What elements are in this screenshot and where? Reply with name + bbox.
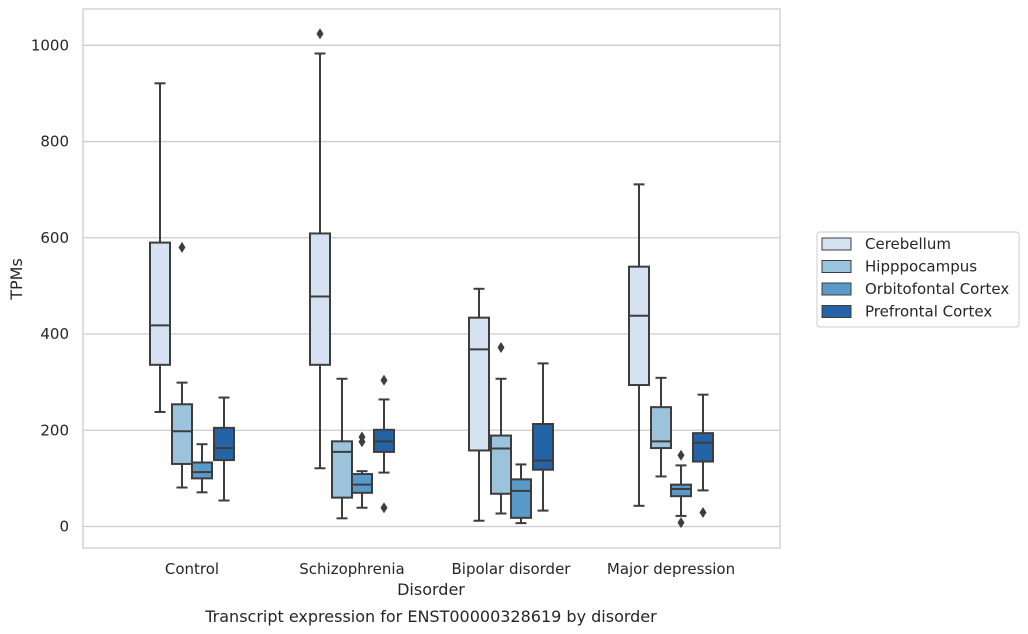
series-2 xyxy=(191,431,692,529)
x-tick-label: Major depression xyxy=(607,560,735,578)
series-0 xyxy=(149,28,650,522)
plot-frame xyxy=(82,8,781,549)
box-1-3 xyxy=(650,376,672,478)
box-1-1 xyxy=(331,377,353,520)
box-2-0 xyxy=(191,443,213,494)
box-3-2 xyxy=(532,362,554,512)
iqr-box xyxy=(468,316,490,452)
iqr-box xyxy=(213,426,235,462)
y-tick-label: 600 xyxy=(40,229,69,247)
x-tick-label: Control xyxy=(165,560,219,578)
box-3-3 xyxy=(692,393,714,519)
legend-frame xyxy=(816,231,1020,328)
legend-swatch xyxy=(821,237,852,251)
outlier-point xyxy=(178,241,186,253)
legend: Cerebellum Hipppocampus Orbitofontal Corte… xyxy=(816,231,1020,328)
series-1 xyxy=(171,241,672,520)
outlier-point xyxy=(677,449,685,461)
legend-label: Hipppocampus xyxy=(865,258,977,276)
chart-caption: Transcript expression for ENST0000032861… xyxy=(204,607,657,626)
iqr-box xyxy=(309,232,331,366)
box-3-1 xyxy=(373,374,395,514)
x-tick-labels: Control Schizophrenia Bipolar disorder Majo… xyxy=(165,560,735,578)
iqr-box xyxy=(191,461,213,480)
outlier-point xyxy=(497,341,505,353)
y-tick-label: 400 xyxy=(40,325,69,343)
legend-label: Orbitofontal Cortex xyxy=(865,280,1009,298)
grid-lines xyxy=(83,44,780,528)
box-0-2 xyxy=(468,287,490,522)
outlier-point xyxy=(316,28,324,40)
iqr-box xyxy=(331,440,353,499)
box-0-1 xyxy=(309,28,331,470)
outlier-point xyxy=(380,502,388,514)
legend-swatch xyxy=(821,282,852,296)
y-tick-label: 200 xyxy=(40,421,69,439)
outlier-point xyxy=(699,507,707,519)
iqr-box xyxy=(532,423,554,471)
legend-swatch xyxy=(821,260,852,273)
x-tick-label: Bipolar disorder xyxy=(452,560,572,578)
x-tick-label: Schizophrenia xyxy=(299,560,404,578)
y-tick-label: 1000 xyxy=(31,36,69,54)
series-3 xyxy=(213,362,714,519)
iqr-box xyxy=(510,478,532,519)
y-tick-label: 0 xyxy=(59,518,69,536)
iqr-box xyxy=(650,406,672,450)
legend-label: Cerebellum xyxy=(865,235,951,253)
outlier-point xyxy=(677,517,685,529)
legend-label: Prefrontal Cortex xyxy=(865,303,992,321)
y-tick-label: 800 xyxy=(40,133,69,151)
box-1-0 xyxy=(171,241,193,489)
iqr-box xyxy=(628,265,650,387)
box-3-0 xyxy=(213,396,235,502)
box-2-2 xyxy=(510,463,532,525)
box-series xyxy=(149,28,714,529)
legend-swatch xyxy=(821,305,852,318)
iqr-box xyxy=(490,434,512,495)
iqr-box xyxy=(149,241,171,366)
box-1-2 xyxy=(490,341,512,515)
x-axis-label: Disorder xyxy=(397,580,465,599)
box-0-0 xyxy=(149,82,171,413)
iqr-box xyxy=(670,483,692,498)
y-axis-label: TPMs xyxy=(7,258,26,301)
iqr-box xyxy=(171,403,193,465)
iqr-box xyxy=(351,473,373,494)
iqr-box xyxy=(692,432,714,463)
outlier-point xyxy=(358,436,366,448)
outlier-point xyxy=(380,374,388,386)
y-tick-labels: 0 200 400 600 800 1000 xyxy=(31,36,69,535)
box-2-1 xyxy=(351,431,373,509)
box-0-3 xyxy=(628,183,650,507)
box-2-3 xyxy=(670,449,692,529)
